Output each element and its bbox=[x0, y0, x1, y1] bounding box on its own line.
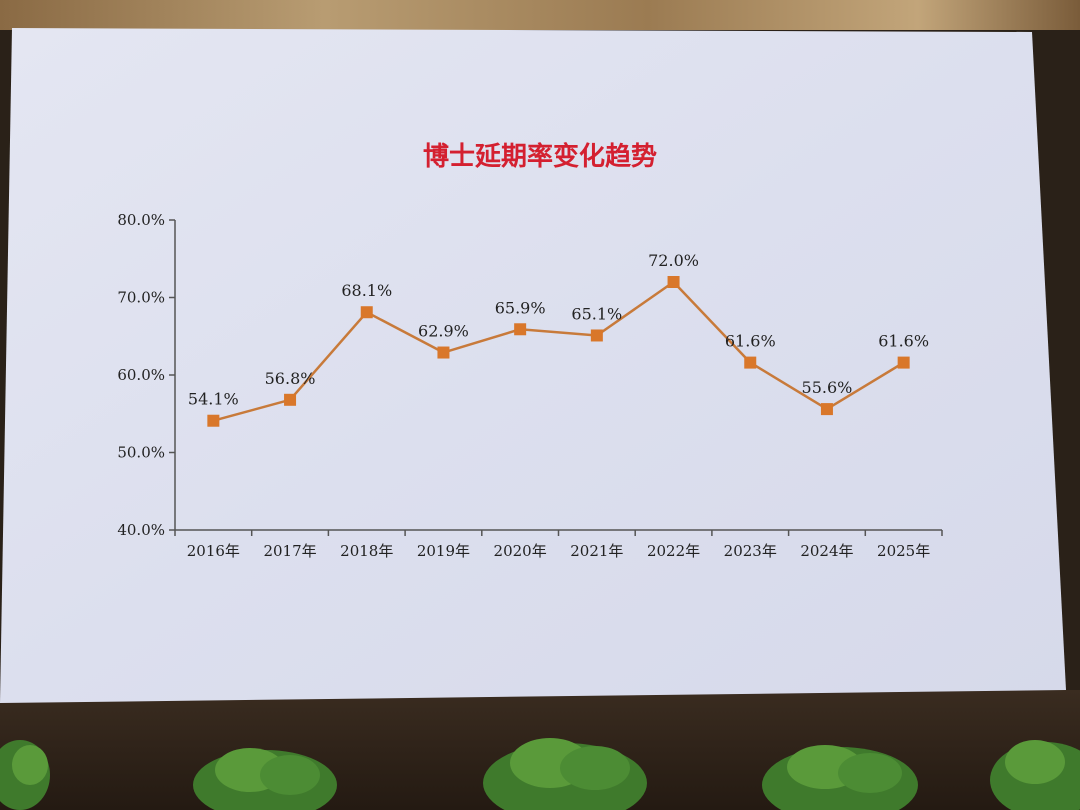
y-tick-label: 80.0% bbox=[117, 211, 165, 229]
plant-decoration bbox=[483, 738, 647, 810]
x-tick-label: 2020年 bbox=[494, 542, 547, 560]
data-point bbox=[744, 356, 757, 369]
y-tick-label: 60.0% bbox=[117, 366, 165, 384]
x-tick-label: 2016年 bbox=[187, 542, 240, 560]
data-label: 55.6% bbox=[802, 378, 853, 397]
data-label: 72.0% bbox=[648, 251, 699, 270]
plant-decoration bbox=[0, 740, 50, 810]
data-labels: 54.1% 56.8% 68.1% 62.9% 65.9% 65.1% 72.0% 61.6%… bbox=[188, 251, 929, 409]
x-tick-label: 2022年 bbox=[647, 542, 700, 560]
data-point bbox=[360, 306, 373, 319]
series-line bbox=[213, 280, 905, 422]
data-label: 61.6% bbox=[725, 332, 776, 351]
x-tick-label: 2024年 bbox=[800, 542, 853, 560]
data-point bbox=[514, 323, 527, 336]
data-label: 65.1% bbox=[571, 304, 622, 323]
x-tick-label: 2023年 bbox=[724, 542, 777, 560]
y-axis-ticks: 40.0% 50.0% 60.0% 70.0% 80.0% bbox=[117, 211, 175, 539]
data-markers bbox=[207, 276, 910, 427]
data-point bbox=[667, 276, 680, 288]
data-point bbox=[820, 403, 833, 416]
x-tick-label: 2021年 bbox=[570, 542, 623, 560]
plant-decoration bbox=[990, 740, 1080, 810]
x-tick-label: 2019年 bbox=[417, 542, 470, 560]
x-tick-label: 2017年 bbox=[263, 542, 316, 560]
data-point bbox=[437, 346, 450, 359]
data-label: 56.8% bbox=[265, 369, 316, 388]
data-point bbox=[207, 414, 220, 427]
x-axis-ticks: 2016年 2017年 2018年 2019年 2020年 2021年 2022年 2023年… bbox=[174, 530, 943, 560]
chart-title: 博士延期率变化趋势 bbox=[423, 141, 657, 172]
plant-decoration bbox=[193, 748, 337, 810]
y-tick-label: 70.0% bbox=[117, 289, 165, 307]
plant-decoration bbox=[762, 745, 918, 810]
y-tick-label: 50.0% bbox=[117, 444, 165, 462]
data-label: 65.9% bbox=[495, 298, 546, 317]
screen-surface bbox=[0, 28, 1066, 703]
data-label: 54.1% bbox=[188, 390, 239, 409]
data-point bbox=[284, 393, 297, 406]
x-tick-label: 2018年 bbox=[340, 542, 393, 560]
ceiling-panel bbox=[0, 0, 1080, 30]
data-label: 68.1% bbox=[341, 281, 392, 300]
data-label: 61.6% bbox=[878, 332, 929, 351]
y-tick-label: 40.0% bbox=[117, 521, 165, 539]
data-point bbox=[590, 329, 603, 342]
data-label: 62.9% bbox=[418, 322, 469, 341]
x-tick-label: 2025年 bbox=[877, 542, 930, 560]
data-point bbox=[897, 356, 910, 369]
